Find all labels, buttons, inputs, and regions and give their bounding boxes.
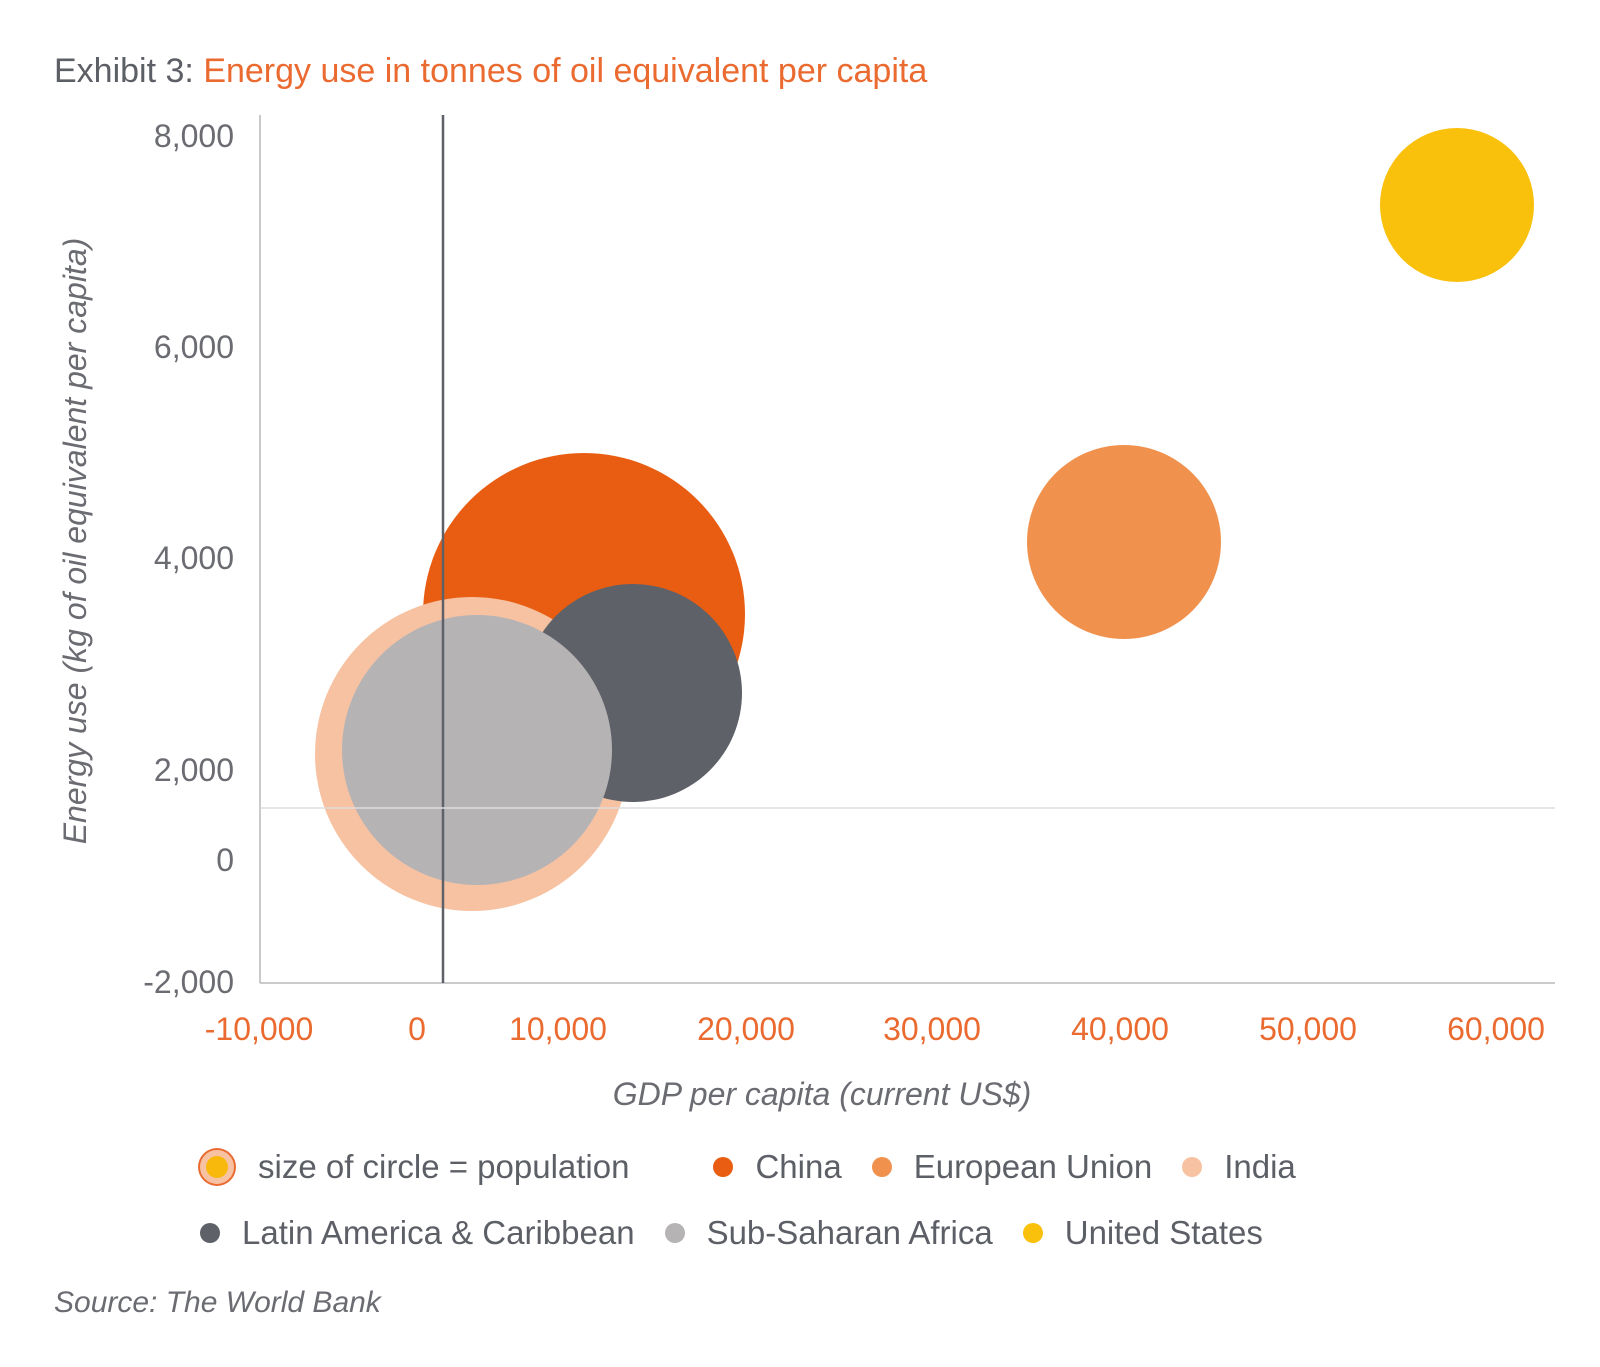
x-tick-label: 60,000	[1447, 1011, 1545, 1047]
chart-title: Exhibit 3: Energy use in tonnes of oil e…	[54, 52, 927, 91]
bubble-sub-saharan-africa	[342, 615, 612, 885]
y-tick-label: 8,000	[154, 118, 234, 154]
legend-item-china: China	[713, 1148, 842, 1186]
legend-item-eu: European Union	[871, 1148, 1153, 1186]
legend-label-eu: European Union	[913, 1148, 1153, 1185]
legend-label-us: United States	[1064, 1214, 1263, 1251]
y-tick-label: -2,000	[143, 964, 234, 1000]
chart-title-text: Energy use in tonnes of oil equivalent p…	[203, 52, 928, 90]
x-axis-title: GDP per capita (current US$)	[613, 1076, 1032, 1112]
legend-dot-latam	[200, 1223, 220, 1243]
tick-layer: -2,000 0 2,000 4,000 6,000 8,000 -10,000 0 10,00…	[143, 118, 1545, 1047]
bubble-layer	[315, 128, 1534, 911]
x-tick-label: 0	[408, 1011, 426, 1047]
legend-size-note: size of circle = population	[200, 1148, 629, 1186]
legend-dot-ssa	[664, 1223, 685, 1243]
x-tick-label: 50,000	[1259, 1011, 1357, 1047]
legend-item-india: India	[1182, 1148, 1296, 1186]
x-tick-label: 10,000	[509, 1011, 607, 1047]
bubble-size-icon	[200, 1150, 234, 1184]
y-tick-label: 6,000	[154, 329, 234, 365]
x-tick-label: 30,000	[883, 1011, 981, 1047]
legend-item-latam: Latin America & Caribbean	[200, 1214, 635, 1252]
legend-label-latam: Latin America & Caribbean	[242, 1214, 635, 1251]
legend-label-china: China	[755, 1148, 842, 1185]
legend-dot-india	[1182, 1157, 1203, 1177]
y-tick-label: 4,000	[154, 540, 234, 576]
legend-size-note-label: size of circle = population	[258, 1148, 630, 1185]
x-tick-label: 40,000	[1071, 1011, 1169, 1047]
source-note: Source: The World Bank	[54, 1286, 381, 1319]
legend-item-ssa: Sub-Saharan Africa	[664, 1214, 993, 1252]
legend-dot-us	[1022, 1223, 1043, 1243]
legend-row-2: Latin America & Caribbean Sub-Saharan Af…	[200, 1214, 1293, 1252]
y-tick-label: 2,000	[154, 752, 234, 788]
axes-layer	[259, 115, 1555, 984]
legend-dot-eu	[871, 1157, 892, 1177]
legend-item-us: United States	[1022, 1214, 1263, 1252]
legend-dot-china	[713, 1157, 734, 1177]
x-tick-label: -10,000	[205, 1011, 314, 1047]
x-tick-label: 20,000	[697, 1011, 795, 1047]
bubble-european-union	[1027, 445, 1221, 639]
bubble-united-states	[1380, 128, 1534, 282]
legend-label-india: India	[1224, 1148, 1296, 1185]
chart-title-prefix: Exhibit 3:	[54, 52, 194, 90]
legend-row-1: size of circle = population China Europe…	[200, 1148, 1326, 1186]
legend-label-ssa: Sub-Saharan Africa	[706, 1214, 993, 1251]
y-tick-label: 0	[216, 842, 234, 878]
y-axis-title: Energy use (kg of oil equivalent per cap…	[57, 238, 93, 845]
